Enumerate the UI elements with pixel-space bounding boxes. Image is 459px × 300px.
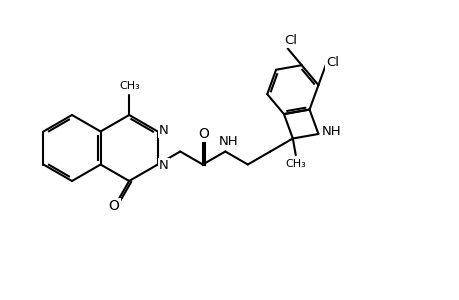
Text: O: O [108, 199, 119, 213]
Text: NH: NH [218, 135, 238, 148]
Text: NH: NH [321, 125, 341, 139]
Text: N: N [158, 159, 168, 172]
Text: N: N [158, 124, 168, 137]
Text: CH₃: CH₃ [119, 81, 140, 91]
Text: O: O [198, 127, 209, 140]
Text: Cl: Cl [284, 34, 297, 47]
Text: Cl: Cl [326, 56, 339, 69]
Text: CH₃: CH₃ [285, 159, 306, 169]
